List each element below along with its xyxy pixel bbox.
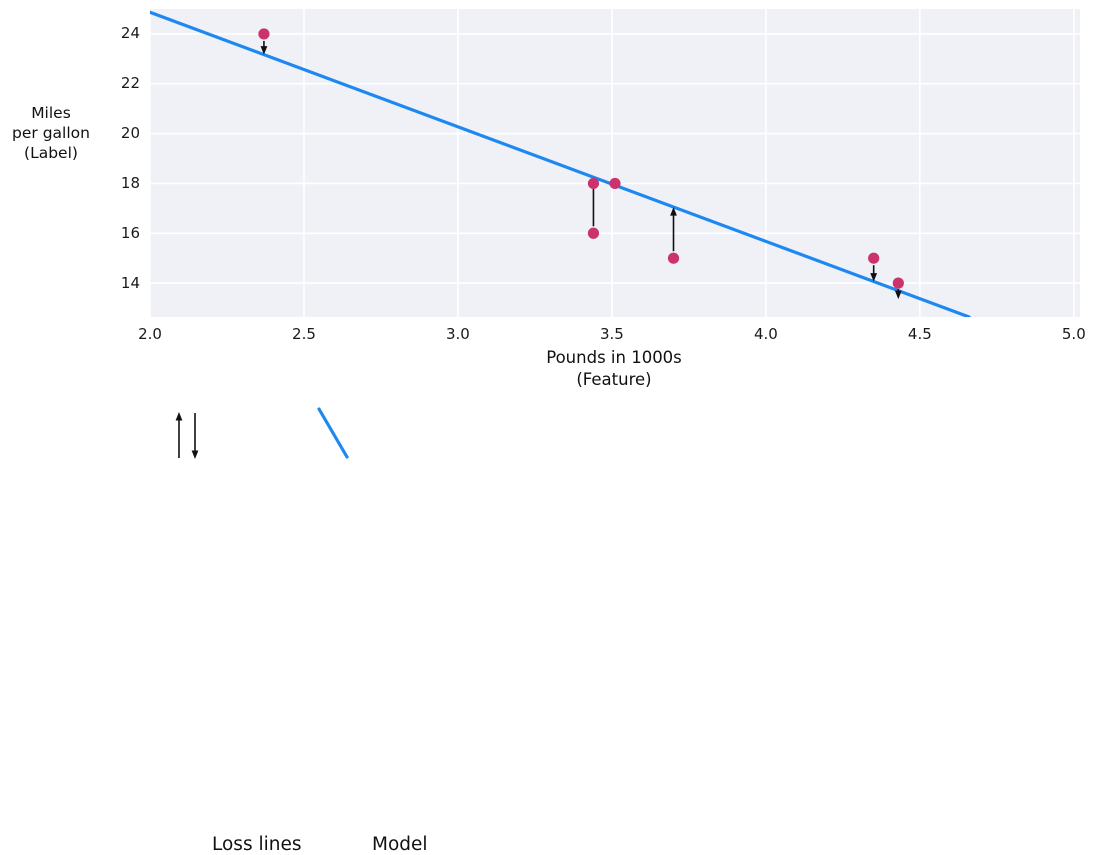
x-tick-label: 2.5 bbox=[292, 325, 316, 343]
y-tick-label: 16 bbox=[120, 223, 140, 242]
plot-background bbox=[150, 9, 1080, 317]
x-tick-label: 4.0 bbox=[753, 325, 778, 343]
loss-arrow-head bbox=[894, 290, 902, 300]
loss-arrow bbox=[670, 207, 677, 252]
chart-svg bbox=[150, 9, 1080, 317]
y-axis-label: Miles per gallon (Label) bbox=[0, 103, 102, 163]
data-point bbox=[868, 252, 880, 264]
loss-arrow bbox=[870, 265, 878, 282]
x-tick-label: 5.0 bbox=[1061, 325, 1086, 343]
loss-arrow-head bbox=[670, 207, 677, 216]
y-axis-label-line: per gallon bbox=[12, 124, 90, 142]
legend-model-label: Model bbox=[372, 834, 428, 855]
plot-area bbox=[150, 9, 1080, 317]
y-tick-label: 24 bbox=[120, 24, 140, 43]
loss-arrow-head bbox=[870, 273, 878, 282]
data-point bbox=[587, 227, 600, 239]
legend: Loss lines Model bbox=[0, 398, 1099, 855]
loss-arrow bbox=[894, 289, 902, 300]
model-line-icon bbox=[317, 407, 349, 459]
data-point bbox=[258, 28, 270, 40]
y-axis-label-line: Miles bbox=[31, 104, 71, 122]
x-axis-label: Pounds in 1000s (Feature) bbox=[464, 347, 764, 391]
loss-arrow-head bbox=[260, 46, 268, 55]
y-tick-label: 22 bbox=[120, 74, 140, 93]
data-point bbox=[892, 277, 904, 289]
y-tick-label: 18 bbox=[120, 173, 140, 192]
y-tick-label: 20 bbox=[120, 124, 140, 143]
x-axis-label-line: Pounds in 1000s bbox=[546, 348, 682, 367]
x-tick-label: 4.5 bbox=[907, 325, 932, 343]
legend-up-arrow-head bbox=[175, 412, 183, 421]
x-tick-label: 3.0 bbox=[446, 325, 470, 343]
legend-loss-lines-label: Loss lines bbox=[212, 834, 302, 855]
loss-arrow bbox=[260, 40, 268, 55]
data-point bbox=[667, 252, 680, 264]
data-point bbox=[587, 177, 600, 190]
legend-down-arrow-head bbox=[191, 450, 199, 459]
y-axis-label-line: (Label) bbox=[24, 144, 78, 162]
legend-model-line bbox=[317, 407, 349, 459]
loss-lines-icon bbox=[175, 412, 199, 459]
data-point bbox=[609, 177, 621, 190]
x-tick-label: 2.0 bbox=[138, 325, 162, 343]
model-line bbox=[150, 10, 971, 317]
y-tick-label: 14 bbox=[120, 273, 140, 292]
x-axis-label-line: (Feature) bbox=[576, 370, 652, 389]
x-tick-label: 3.5 bbox=[599, 325, 624, 343]
